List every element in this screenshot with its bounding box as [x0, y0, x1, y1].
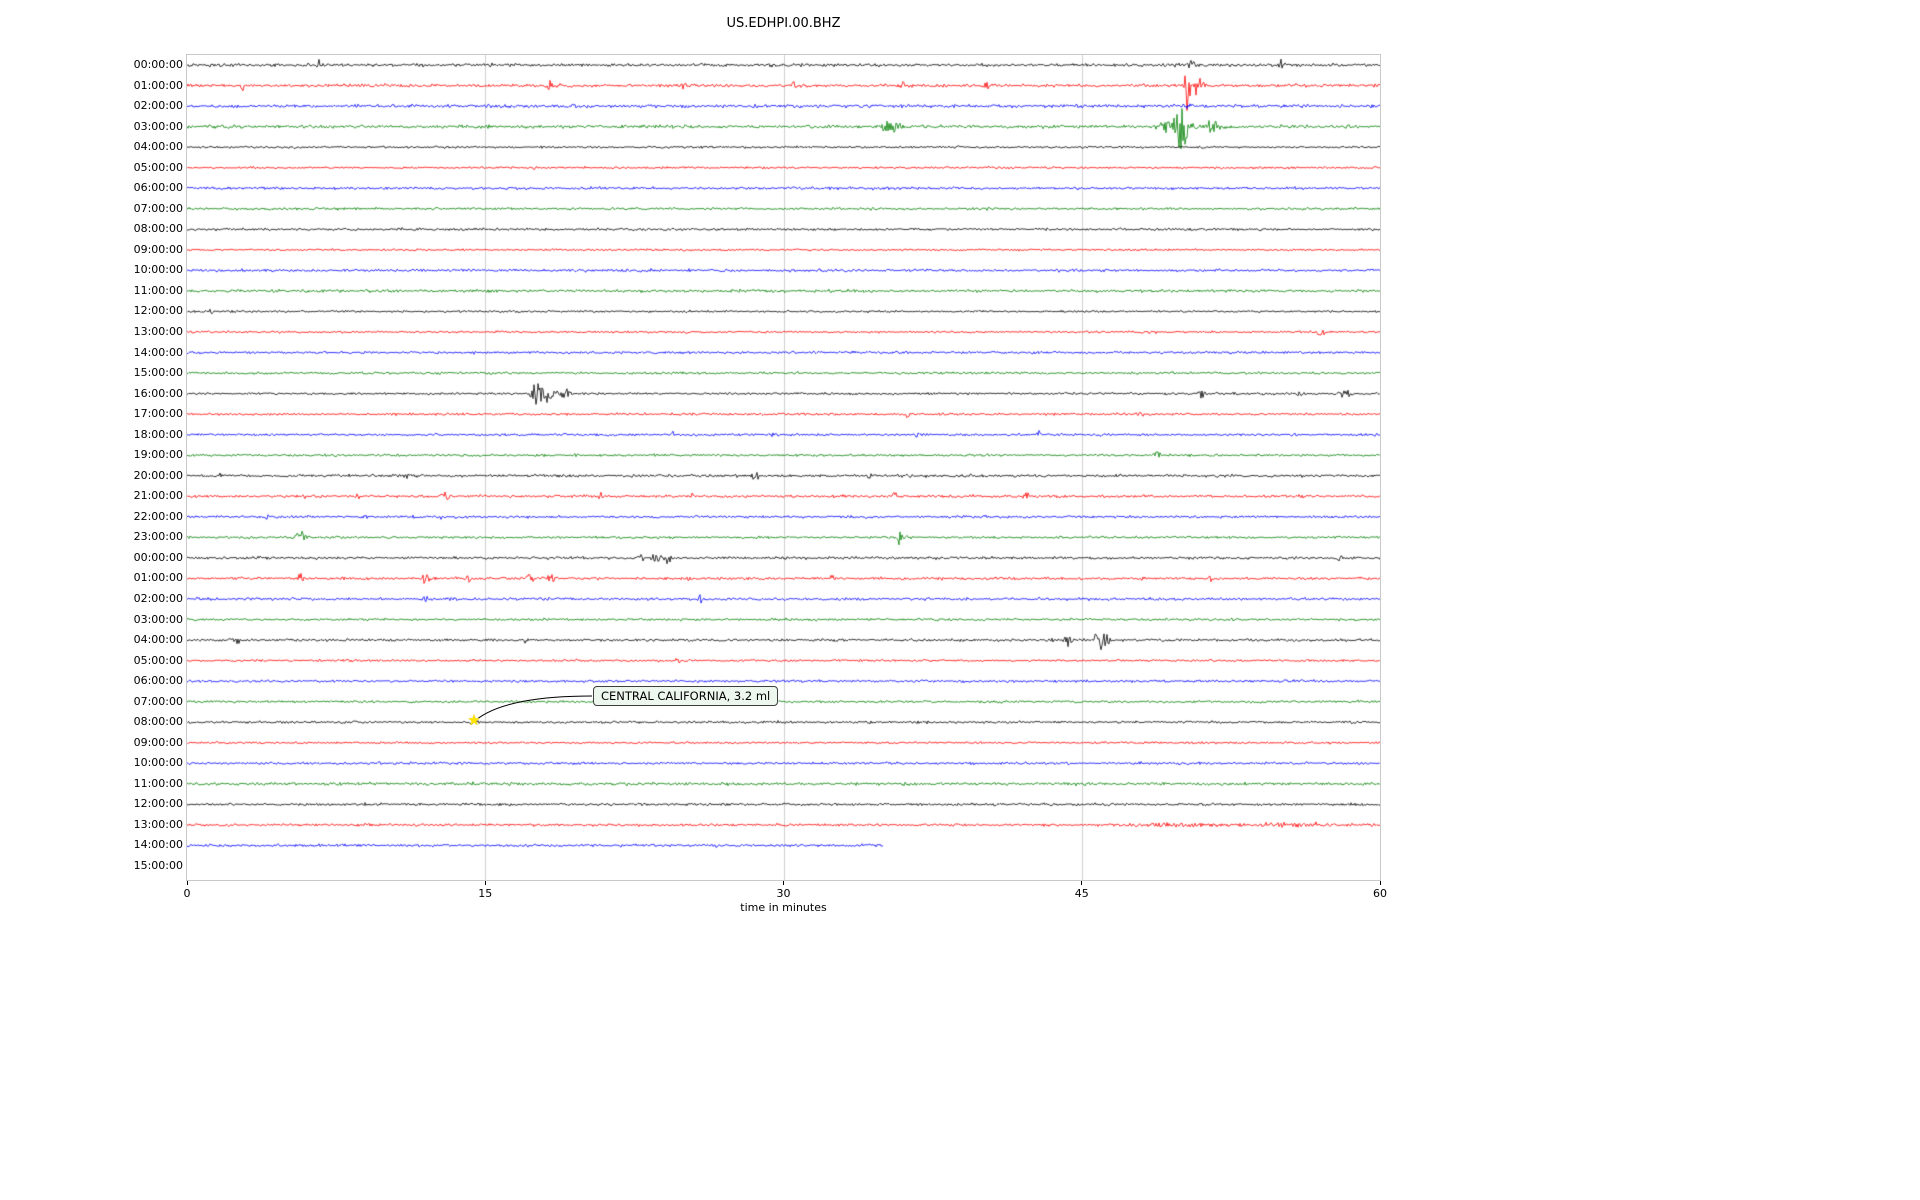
row-label: 08:00:00	[133, 222, 183, 236]
row-label: 18:00:00	[133, 427, 183, 441]
row-label: 11:00:00	[133, 283, 183, 297]
row-label: 06:00:00	[133, 181, 183, 195]
x-tick-mark	[484, 881, 486, 885]
x-axis-label: time in minutes	[740, 901, 827, 914]
x-tick-label: 0	[183, 887, 191, 900]
row-label: 21:00:00	[133, 489, 183, 503]
row-label: 09:00:00	[133, 735, 183, 749]
row-label: 23:00:00	[133, 530, 183, 544]
x-tick-label: 15	[478, 887, 493, 900]
row-label: 05:00:00	[133, 653, 183, 667]
row-label: 00:00:00	[133, 550, 183, 564]
row-label: 17:00:00	[133, 407, 183, 421]
row-label: 12:00:00	[133, 797, 183, 811]
event-star-icon: ★	[467, 711, 481, 730]
row-label: 12:00:00	[133, 304, 183, 318]
row-label: 10:00:00	[133, 263, 183, 277]
row-label: 14:00:00	[133, 838, 183, 852]
row-label: 20:00:00	[133, 468, 183, 482]
row-label: 22:00:00	[133, 509, 183, 523]
chart-title: US.EDHPI.00.BHZ	[726, 16, 841, 31]
row-label: 05:00:00	[133, 160, 183, 174]
row-label: 07:00:00	[133, 694, 183, 708]
row-label: 13:00:00	[133, 324, 183, 338]
waveform-canvas	[187, 55, 1380, 880]
row-label: 04:00:00	[133, 140, 183, 154]
row-label: 15:00:00	[133, 858, 183, 872]
row-label: 16:00:00	[133, 386, 183, 400]
row-label: 13:00:00	[133, 817, 183, 831]
x-tick-mark	[1081, 881, 1083, 885]
row-label: 15:00:00	[133, 366, 183, 380]
row-label: 01:00:00	[133, 78, 183, 92]
row-label: 02:00:00	[133, 99, 183, 113]
x-tick-label: 45	[1074, 887, 1089, 900]
row-label: 00:00:00	[133, 58, 183, 71]
x-tick-mark	[186, 881, 188, 885]
row-label: 03:00:00	[133, 612, 183, 626]
row-label: 01:00:00	[133, 571, 183, 585]
plot-area: ★ CENTRAL CALIFORNIA, 3.2 ml	[186, 54, 1381, 881]
x-tick-mark	[783, 881, 784, 885]
row-label: 07:00:00	[133, 201, 183, 215]
row-label: 08:00:00	[133, 715, 183, 729]
x-tick-mark	[1379, 881, 1381, 885]
row-label: 14:00:00	[133, 345, 183, 359]
row-label: 03:00:00	[133, 119, 183, 133]
row-label: 02:00:00	[133, 591, 183, 605]
x-tick-label: 30	[776, 887, 791, 900]
row-label: 10:00:00	[133, 756, 183, 770]
row-label: 06:00:00	[133, 674, 183, 688]
event-annotation: CENTRAL CALIFORNIA, 3.2 ml	[593, 686, 779, 706]
row-label: 11:00:00	[133, 776, 183, 790]
row-label: 04:00:00	[133, 633, 183, 647]
row-label: 19:00:00	[133, 448, 183, 462]
row-label: 09:00:00	[133, 242, 183, 256]
x-tick-label: 60	[1373, 887, 1387, 900]
